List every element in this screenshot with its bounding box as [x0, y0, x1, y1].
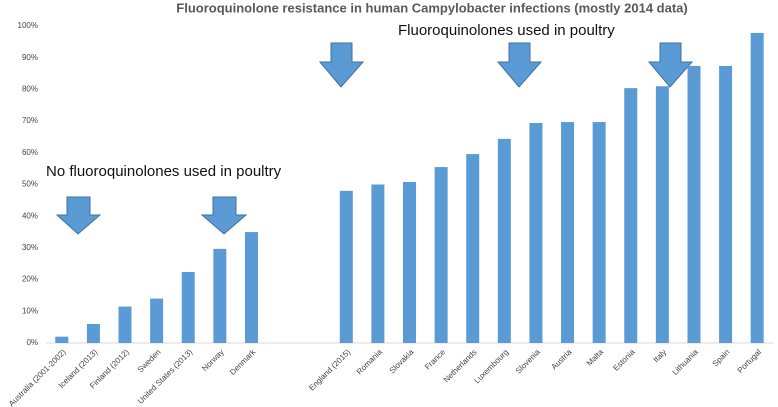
x-tick-label: Spain — [711, 348, 732, 369]
bar — [497, 138, 511, 343]
bar — [150, 298, 164, 343]
arrow — [55, 196, 102, 235]
x-tick-label: Malta — [585, 347, 606, 368]
bar — [213, 248, 227, 343]
bar — [719, 65, 733, 343]
bar — [434, 167, 448, 343]
bar — [86, 323, 100, 343]
bar — [655, 86, 669, 343]
arrow — [318, 42, 365, 88]
annotation: Fluoroquinolones used in poultry — [398, 22, 615, 39]
bar — [750, 32, 764, 343]
bar — [466, 154, 480, 343]
x-tick-label: Luxembourg — [472, 348, 510, 386]
x-tick-label: Sweden — [136, 348, 163, 375]
x-tick-label: Denmark — [228, 347, 258, 377]
y-tick-label: 20% — [22, 275, 38, 284]
y-tick-label: 70% — [22, 116, 38, 125]
bar — [529, 123, 543, 343]
annotation: No fluoroquinolones used in poultry — [46, 163, 282, 180]
bar — [55, 336, 69, 343]
x-tick-label: Austria — [549, 347, 573, 371]
x-tick-label: Estonia — [611, 347, 637, 373]
y-tick-label: 80% — [22, 85, 38, 94]
x-tick-label: Slovakia — [388, 347, 416, 375]
y-tick-label: 90% — [22, 53, 38, 62]
x-tick-label: United States (2013) — [136, 347, 194, 405]
x-tick-label: England (2015) — [307, 347, 352, 392]
x-tick-label: Lithuania — [671, 347, 701, 377]
arrows — [55, 42, 694, 235]
arrow — [496, 42, 543, 88]
x-tick-label: France — [423, 347, 447, 371]
x-tick-label: Italy — [652, 348, 669, 365]
x-tick-label: Slovenia — [514, 347, 542, 375]
x-tick-label: Norway — [200, 348, 226, 374]
arrow — [200, 196, 248, 235]
y-tick-label: 10% — [22, 306, 38, 315]
bar — [561, 122, 575, 344]
y-tick-label: 50% — [22, 180, 38, 189]
y-tick-label: 60% — [22, 148, 38, 157]
bar — [339, 190, 353, 343]
bar — [371, 184, 385, 343]
y-tick-label: 30% — [22, 243, 38, 252]
x-tick-label: Romania — [355, 347, 384, 376]
bar — [687, 65, 701, 343]
arrow — [647, 42, 694, 88]
bar — [244, 232, 258, 343]
x-tick-label: Australia (2001-2002) — [7, 347, 68, 407]
y-tick-label: 100% — [18, 21, 38, 30]
x-tick-label: Portugal — [736, 347, 764, 375]
bar — [181, 271, 195, 343]
y-tick-label: 0% — [26, 338, 38, 347]
chart-title: Fluoroquinolone resistance in human Camp… — [176, 0, 687, 15]
y-tick-label: 40% — [22, 211, 38, 220]
bar — [403, 181, 416, 343]
bar — [624, 88, 638, 344]
bar — [118, 306, 132, 343]
bar — [592, 122, 606, 344]
